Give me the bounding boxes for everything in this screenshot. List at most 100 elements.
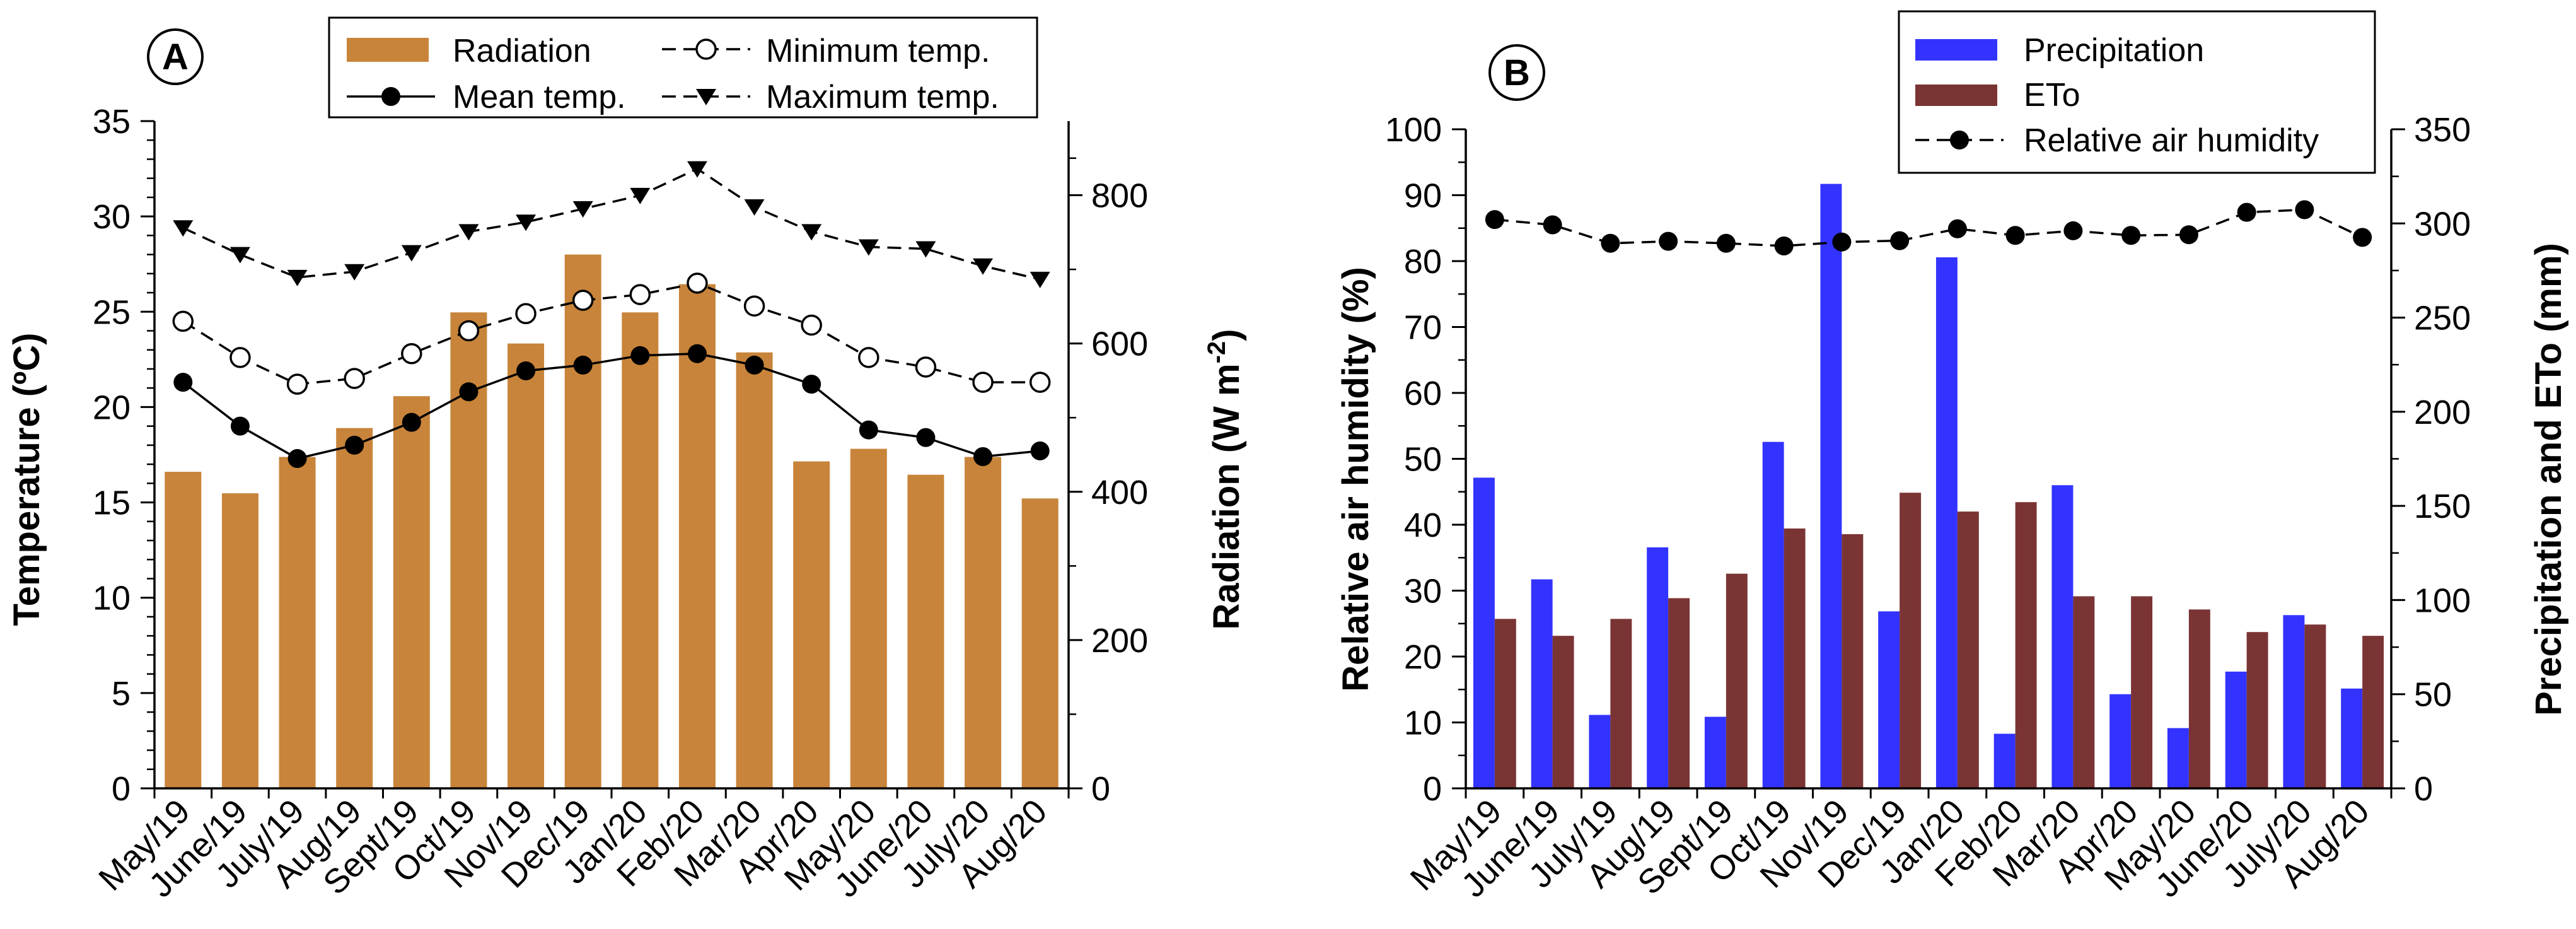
panel-a-legend: Radiation Mean temp. Minimum temp. Maxim… [328,16,1038,119]
point-maximum-temp-July/20 [973,258,994,275]
point-mean-temp-Mar/20 [745,355,764,375]
point-minimum-temp-May/20 [858,347,879,368]
panel-b-left-ticks: 0 10 20 30 40 50 60 70 80 90 100 [1385,111,1466,808]
point-relative-air-humidity-May/20 [2179,225,2198,245]
right-tick-label: 250 [2414,300,2471,337]
legend-min-temp-label: Minimum temp. [766,33,990,69]
right-tick-label: 200 [2414,394,2471,431]
bar-precipitation-June/19 [1531,579,1553,788]
bar-precipitation-June/20 [2225,671,2247,788]
left-tick-label: 50 [1404,441,1442,479]
left-tick-label: 15 [93,484,131,522]
bar-eto-Aug/20 [2362,636,2384,788]
point-relative-air-humidity-Oct/19 [1774,236,1794,255]
left-tick-label: 10 [93,580,131,617]
right-tick-label: 100 [2414,581,2471,619]
right-tick-label: 350 [2414,111,2471,149]
bar-precipitation-Mar/20 [2051,485,2074,788]
bar-radiation-June/19 [221,493,258,788]
point-relative-air-humidity-Sept/19 [1716,233,1736,253]
point-mean-temp-Jan/20 [630,346,650,365]
point-minimum-temp-Nov/19 [515,303,537,325]
point-maximum-temp-May/19 [173,220,194,237]
point-maximum-temp-Aug/20 [1030,271,1050,288]
bar-eto-Dec/19 [1900,493,1922,788]
panel-b-legend: Precipitation ETo Relative air humidity [1898,10,2376,174]
bar-radiation-Aug/19 [336,428,373,788]
line-mean-temp [182,353,1040,460]
point-minimum-temp-Mar/20 [743,295,765,317]
point-minimum-temp-Aug/20 [1029,371,1051,393]
bar-precipitation-Oct/19 [1762,441,1784,788]
point-maximum-temp-Mar/20 [744,199,765,216]
point-minimum-temp-Jan/20 [629,284,651,305]
bar-precipitation-Aug/20 [2341,688,2363,788]
panel-a-right-axis-title: Radiation (W m-2) [1203,329,1247,630]
point-maximum-temp-Aug/19 [344,264,365,281]
panel-b-right-axis-title: Precipitation and ETo (mm) [2528,243,2569,716]
bar-eto-June/20 [2246,632,2268,788]
left-tick-label: 70 [1404,309,1442,347]
point-mean-temp-Feb/20 [687,344,707,363]
point-mean-temp-Dec/19 [573,355,593,375]
bar-precipitation-Apr/20 [2109,694,2132,788]
point-mean-temp-Apr/20 [802,375,821,394]
point-relative-air-humidity-June/19 [1543,215,1562,235]
panel-a-radiation-bars [165,254,1059,789]
right-tick-label: 300 [2414,205,2471,243]
line-relative-air-humidity [1494,208,2363,247]
bar-eto-June/19 [1552,636,1574,788]
panel-b-humidity-line [1485,200,2372,255]
point-maximum-temp-Nov/19 [516,214,537,231]
bar-radiation-July/19 [279,457,316,788]
point-maximum-temp-July/19 [287,269,308,286]
point-mean-temp-May/19 [173,373,193,392]
legend-eto-swatch [1915,85,1997,106]
legend-eto-label: ETo [2024,77,2080,114]
point-relative-air-humidity-Jan/20 [1947,219,1967,238]
legend-mean-temp-label: Mean temp. [453,79,626,115]
point-minimum-temp-July/19 [286,373,308,395]
bar-eto-Feb/20 [2015,502,2037,788]
point-minimum-temp-June/20 [915,356,937,378]
legend-precipitation-label: Precipitation [2024,32,2204,69]
bar-radiation-Sept/19 [393,396,430,788]
point-mean-temp-Oct/19 [459,382,479,402]
bar-radiation-Aug/20 [1021,498,1059,788]
right-tick-label: 600 [1091,325,1148,363]
panel-b-marker: B [1488,44,1545,101]
bar-precipitation-May/20 [2167,728,2189,788]
left-tick-label: 25 [93,293,131,331]
legend-max-temp-label: Maximum temp. [766,79,999,115]
point-maximum-temp-Dec/19 [572,201,593,218]
panel-b-left-axis-title: Relative air humidity (%) [1335,267,1376,692]
point-maximum-temp-Sept/19 [401,245,422,262]
right-tick-label: 400 [1091,474,1148,511]
point-mean-temp-Nov/19 [516,361,536,380]
point-mean-temp-Aug/20 [1030,441,1050,460]
point-minimum-temp-Apr/20 [801,314,822,336]
point-maximum-temp-May/20 [858,239,879,256]
point-minimum-temp-July/20 [972,371,994,393]
panel-b-letter: B [1504,52,1530,93]
point-maximum-temp-June/20 [915,241,936,258]
bar-eto-Apr/20 [2131,596,2153,788]
point-mean-temp-July/20 [973,447,993,467]
point-maximum-temp-Oct/19 [458,224,479,241]
left-tick-label: 0 [112,770,131,808]
bar-precipitation-Jan/20 [1935,257,1958,788]
point-maximum-temp-June/19 [229,247,250,264]
point-relative-air-humidity-Aug/19 [1659,231,1678,251]
bar-radiation-Apr/20 [793,461,830,788]
bar-eto-Jan/20 [1957,511,1979,788]
bar-precipitation-July/20 [2283,615,2305,788]
point-relative-air-humidity-Mar/20 [2063,221,2083,240]
point-relative-air-humidity-June/20 [2237,202,2256,222]
bar-radiation-May/20 [850,448,887,788]
point-minimum-temp-Sept/19 [401,343,422,365]
right-tick-label: 200 [1091,622,1148,660]
bar-eto-May/19 [1494,619,1516,788]
panel-b-bars [1473,184,2384,789]
bar-precipitation-May/19 [1473,477,1495,788]
left-tick-label: 90 [1404,177,1442,215]
